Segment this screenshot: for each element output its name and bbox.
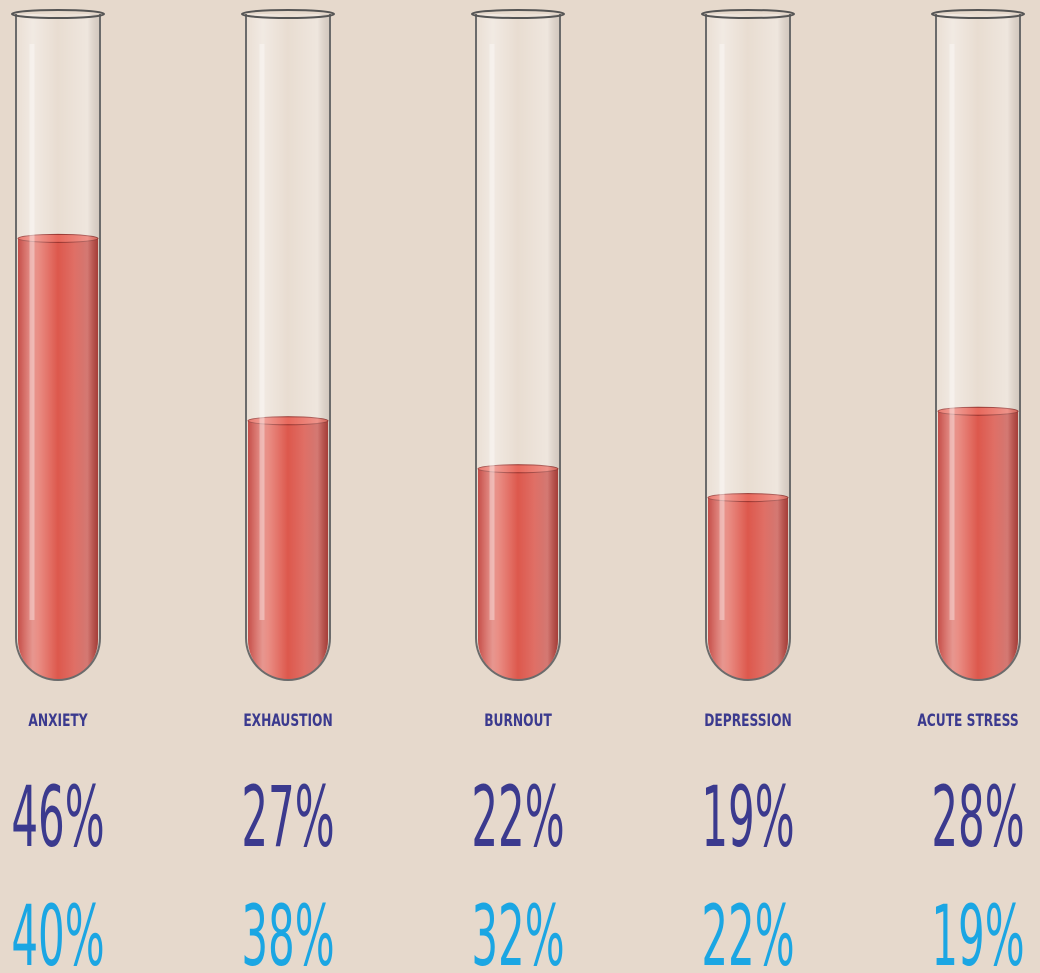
category-label: EXHAUSTION	[243, 711, 332, 731]
tubes	[11, 9, 1025, 681]
category-label: BURNOUT	[484, 711, 552, 731]
value-label: 46%	[11, 768, 104, 867]
value-label: 28%	[931, 768, 1024, 867]
tube-lip	[701, 9, 795, 19]
value-label: 40%	[11, 887, 104, 973]
category-label: DEPRESSION	[704, 711, 791, 731]
tube-glass	[245, 14, 331, 681]
tube-glass	[705, 14, 791, 681]
tube-glass	[15, 14, 101, 681]
value-label: 38%	[241, 887, 334, 973]
value-label: 22%	[701, 887, 794, 973]
value-label: 19%	[701, 768, 794, 867]
tube-lip	[471, 9, 565, 19]
category-label: ANXIETY	[28, 711, 87, 731]
value-label: 22%	[471, 768, 564, 867]
value-label: 32%	[471, 887, 564, 973]
tube-lip	[241, 9, 335, 19]
tube-lip	[931, 9, 1025, 19]
category-label: ACUTE STRESS	[917, 711, 1018, 731]
tube-glass	[935, 14, 1021, 681]
value-label: 27%	[241, 768, 334, 867]
value-label: 19%	[931, 887, 1024, 973]
tube-glass	[475, 14, 561, 681]
tube-lip	[11, 9, 105, 19]
